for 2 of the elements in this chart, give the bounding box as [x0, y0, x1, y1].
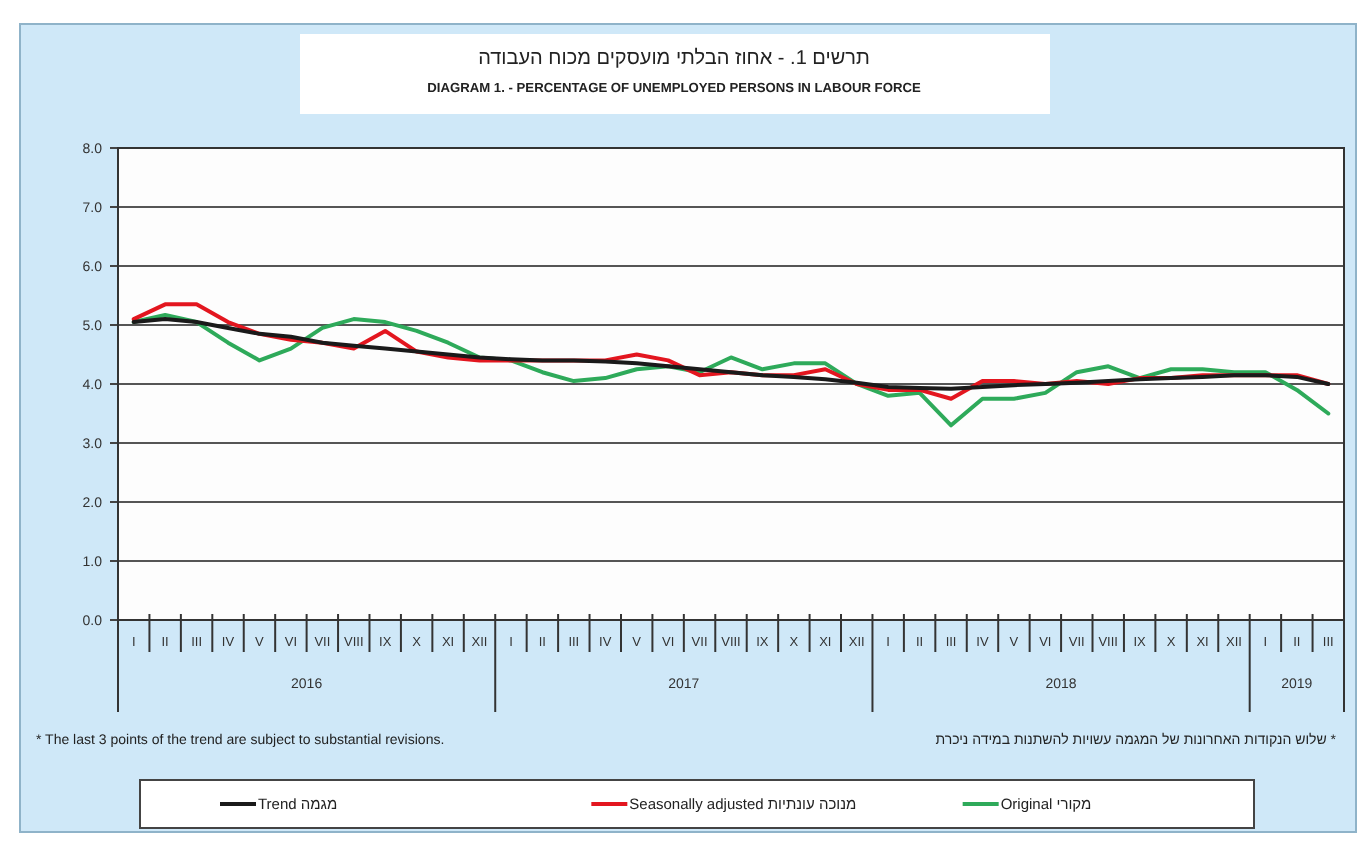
line-series [131, 317, 1331, 391]
chart-title: תרשים 1. - אחוז הבלתי מועסקים מכוח העבודה [478, 46, 870, 70]
